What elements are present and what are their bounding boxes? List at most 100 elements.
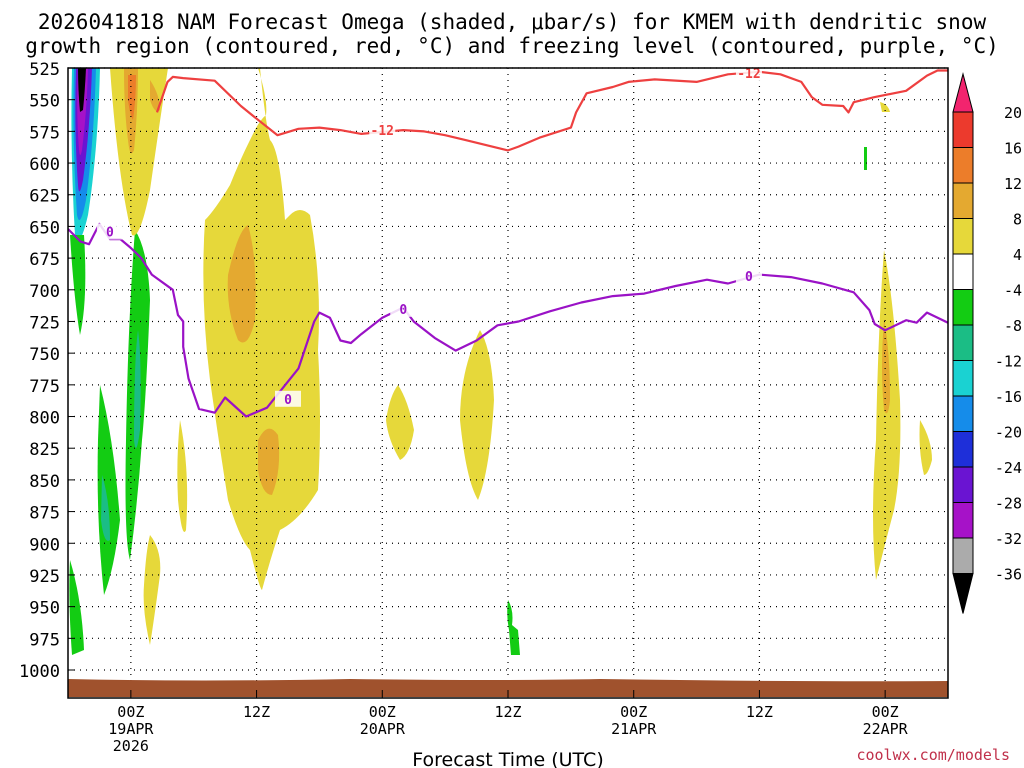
omega-shade-orange — [227, 225, 256, 343]
y-axis: 525 550 575 600 625 650 675 700 725 750 775 800 825 8… — [19, 60, 74, 682]
contour-label: 0 — [745, 270, 753, 285]
y-tick-label: 775 — [29, 377, 60, 397]
y-tick-label: 625 — [29, 187, 60, 207]
omega-shade-yellow — [203, 68, 320, 590]
x-tick-label: 19APR — [108, 720, 154, 738]
contour-label-bg — [96, 223, 123, 240]
colorbar-label: -16 — [995, 388, 1022, 406]
omega-shade-red — [128, 75, 136, 120]
chart-title-line-2: growth region (contoured, red, °C) and f… — [25, 34, 999, 58]
colorbar-swatch — [952, 502, 974, 539]
omega-shade-yellow — [177, 420, 188, 532]
colorbar-label: 16 — [1004, 140, 1022, 158]
colorbar-swatch — [952, 253, 974, 290]
colorbar-swatch — [952, 537, 974, 574]
omega-shade-yellow — [143, 535, 161, 645]
colorbar-swatch-top — [952, 72, 974, 113]
chart-title-line-1: 2026041818 NAM Forecast Omega (shaded, μ… — [37, 10, 987, 34]
colorbar-label: -20 — [995, 424, 1022, 442]
omega-shade-strong-neg — [78, 68, 86, 112]
colorbar-swatch — [952, 218, 974, 255]
y-tick-label: 600 — [29, 155, 60, 175]
x-tick-label: 20APR — [360, 720, 406, 738]
colorbar-label: -36 — [995, 566, 1022, 584]
omega-shade-green — [864, 147, 867, 170]
contour-label-bg — [275, 390, 301, 407]
colorbar-label: -8 — [1004, 317, 1022, 335]
y-tick-label: 650 — [29, 218, 60, 238]
contour-label: 0 — [284, 393, 292, 408]
omega-shade-yellow — [880, 102, 890, 112]
x-tick-label: 2026 — [113, 737, 149, 755]
y-tick-label: 700 — [29, 282, 60, 302]
colorbar-label: -4 — [1004, 282, 1022, 300]
omega-shade-yellow — [873, 250, 901, 580]
colorbar-label: -32 — [995, 530, 1022, 548]
omega-shade-yellow — [919, 420, 932, 475]
y-tick-label: 900 — [29, 535, 60, 555]
omega-shade-yellow — [110, 68, 168, 236]
y-tick-label: 825 — [29, 440, 60, 460]
x-tick-label: 00Z — [117, 703, 144, 721]
y-tick-label: 750 — [29, 345, 60, 365]
colorbar: 20 16 12 8 4 -4 -8 -12 -16 -20 -24 -28 -32 -36 — [952, 72, 1022, 614]
contour-label-bg — [735, 68, 762, 82]
contour-label-bg — [390, 300, 417, 317]
x-tick-label: 21APR — [611, 720, 657, 738]
y-tick-label: 925 — [29, 567, 60, 587]
x-tick-label: 12Z — [494, 703, 521, 721]
colorbar-label: -28 — [995, 495, 1022, 513]
omega-shade-green — [507, 600, 520, 655]
contour-label: -12 — [737, 67, 760, 82]
colorbar-swatch — [952, 324, 974, 361]
x-axis-label: Forecast Time (UTC) — [412, 749, 603, 768]
y-tick-label: 950 — [29, 599, 60, 619]
colorbar-label: -24 — [995, 459, 1022, 477]
colorbar-swatch — [952, 360, 974, 397]
omega-shade-green — [69, 560, 84, 655]
y-tick-label: 575 — [29, 123, 60, 143]
omega-shade-green — [97, 385, 120, 595]
colorbar-swatch-bottom — [952, 573, 974, 614]
y-tick-label: 1000 — [19, 662, 60, 682]
omega-shade-yellow — [150, 80, 160, 112]
omega-shade-green — [70, 235, 86, 335]
colorbar-swatch — [952, 466, 974, 503]
colorbar-label: 8 — [1013, 211, 1022, 229]
contour-line — [155, 69, 948, 152]
colorbar-swatch — [952, 111, 974, 148]
contour-label-bg — [369, 122, 396, 139]
y-tick-label: 975 — [29, 630, 60, 650]
y-tick-label: 875 — [29, 504, 60, 524]
colorbar-label: 20 — [1004, 104, 1022, 122]
omega-shade-orange — [882, 320, 890, 414]
x-tick-label: 00Z — [872, 703, 899, 721]
omega-shade-yellow — [460, 330, 494, 500]
contours: 0 0 0 0 -12 -12 — [68, 67, 948, 418]
colorbar-swatch — [952, 431, 974, 468]
colorbar-label: 4 — [1013, 246, 1022, 264]
colorbar-swatch — [952, 182, 974, 219]
x-tick-label: 00Z — [369, 703, 396, 721]
contour-line — [68, 222, 948, 418]
omega-shade-teal — [134, 330, 141, 448]
omega-shade-yellow — [386, 385, 414, 460]
colorbar-label: 12 — [1004, 175, 1022, 193]
x-tick-label: 12Z — [243, 703, 270, 721]
contour-label: 0 — [399, 303, 407, 318]
y-tick-label: 725 — [29, 313, 60, 333]
colorbar-swatch — [952, 289, 974, 326]
omega-shade-teal — [101, 475, 110, 541]
y-tick-label: 550 — [29, 92, 60, 112]
omega-shading — [69, 68, 932, 655]
x-tick-label: 12Z — [746, 703, 773, 721]
watermark: coolwx.com/models — [856, 746, 1010, 764]
ground-band — [68, 679, 948, 697]
contour-label: -12 — [371, 124, 394, 139]
colorbar-swatch — [952, 395, 974, 432]
colorbar-label: -12 — [995, 353, 1022, 371]
y-tick-label: 675 — [29, 250, 60, 270]
x-tick-label: 22APR — [863, 720, 909, 738]
